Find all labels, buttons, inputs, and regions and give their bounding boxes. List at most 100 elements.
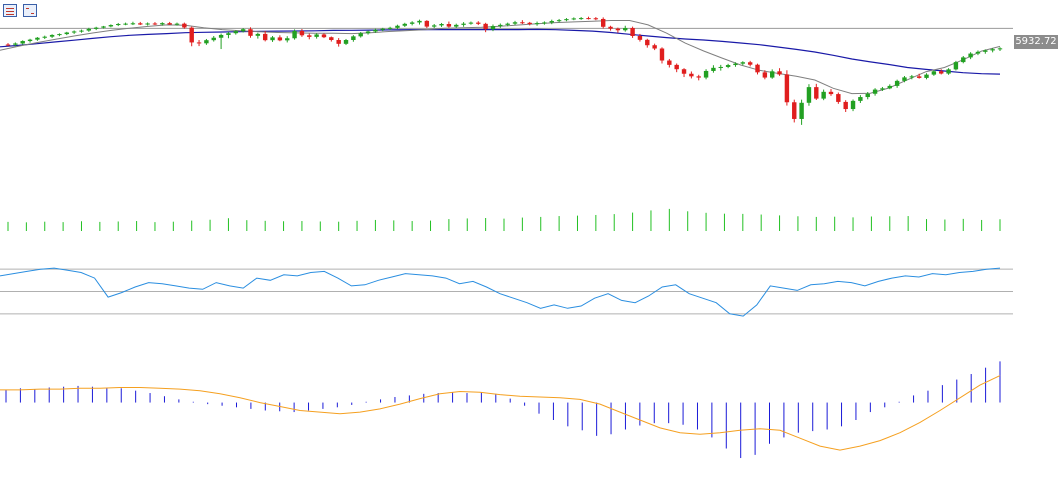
candle-body: [909, 76, 915, 78]
candle-body: [167, 23, 172, 25]
candle-body: [292, 30, 297, 39]
candle-body: [233, 31, 238, 34]
candle-body: [770, 71, 775, 78]
candle-body: [218, 34, 224, 38]
candle-body: [696, 76, 701, 78]
chart-list-icon[interactable]: [3, 4, 17, 17]
candle-body: [872, 89, 878, 94]
candle-body: [968, 53, 973, 58]
candle-body: [836, 94, 841, 102]
toolbar: [3, 4, 37, 17]
candle-body: [248, 29, 253, 36]
candle-body: [711, 67, 716, 71]
candle-body: [593, 18, 599, 20]
macd-signal-line: [0, 375, 1001, 451]
candle-body: [138, 23, 143, 25]
candle-body: [380, 28, 385, 30]
candle-body: [659, 48, 665, 61]
candle-body: [476, 22, 481, 24]
candle-body: [189, 27, 194, 43]
candle-body: [336, 40, 341, 44]
candle-body: [13, 43, 18, 45]
candle-body: [402, 23, 408, 26]
macd-pane: [0, 361, 1001, 459]
candle-body: [755, 64, 760, 73]
candle-body: [828, 91, 834, 95]
candle-body: [351, 36, 356, 40]
candle-body: [417, 20, 422, 23]
candle-body: [35, 37, 40, 40]
candle-body: [483, 23, 488, 30]
candle-body: [145, 23, 150, 25]
chart-window-icon[interactable]: [23, 4, 37, 17]
candle-body: [152, 23, 158, 25]
candle-body: [953, 62, 959, 70]
candle-body: [725, 65, 731, 67]
candle-body: [5, 44, 11, 46]
candle-body: [490, 26, 496, 30]
candle-body: [983, 50, 988, 52]
candle-body: [667, 60, 672, 65]
candle-body: [285, 38, 290, 41]
candle-body: [571, 18, 577, 20]
candle-body: [314, 34, 319, 37]
candle-body: [116, 24, 121, 26]
candle-body: [902, 77, 907, 81]
candle-body: [321, 34, 327, 38]
candle-body: [226, 33, 231, 35]
candle-body: [461, 23, 466, 25]
candle-body: [997, 48, 1003, 50]
candle-body: [681, 69, 687, 74]
candle-body: [578, 18, 584, 20]
candle-body: [534, 23, 540, 25]
rsi-pane: [0, 267, 1013, 317]
candle-body: [307, 35, 312, 37]
candle-body: [204, 40, 209, 44]
candle-body: [329, 37, 334, 40]
candle-body: [527, 22, 532, 24]
candle-body: [424, 20, 430, 27]
candle-body: [343, 40, 349, 44]
candle-body: [637, 36, 643, 40]
candle-body: [365, 31, 371, 34]
candle-body: [439, 24, 444, 26]
candle-body: [468, 22, 474, 24]
candle-body: [20, 41, 25, 44]
candle-body: [652, 45, 657, 49]
candle-body: [71, 31, 77, 33]
candle-body: [498, 24, 503, 27]
candle-body: [586, 18, 591, 20]
candle-body: [777, 71, 782, 75]
candle-body: [990, 49, 995, 51]
candle-body: [431, 25, 437, 27]
candle-body: [174, 23, 180, 25]
candle-body: [740, 62, 746, 64]
candle-body: [784, 74, 790, 103]
candle-body: [703, 70, 709, 78]
candle-body: [961, 57, 966, 63]
candle-body: [93, 27, 99, 29]
candle-body: [615, 28, 621, 31]
candle-body: [505, 23, 510, 25]
rsi-line: [0, 267, 1001, 317]
candle-body: [182, 23, 187, 28]
candle-body: [512, 22, 518, 24]
candle-body: [858, 97, 863, 101]
candle-body: [454, 24, 459, 27]
candle-body: [645, 39, 650, 46]
candle-body: [814, 87, 819, 99]
candle-body: [86, 28, 92, 31]
candle-body: [564, 19, 569, 21]
candle-body: [556, 20, 562, 22]
candle-body: [160, 23, 165, 25]
candle-body: [975, 51, 981, 54]
candle-body: [924, 74, 929, 78]
candle-body: [608, 26, 613, 29]
candle-body: [887, 85, 892, 89]
candle-body: [799, 102, 804, 119]
candle-body: [939, 71, 944, 74]
candle-body: [542, 22, 547, 24]
candle-body: [123, 23, 128, 25]
candle-body: [446, 24, 452, 27]
